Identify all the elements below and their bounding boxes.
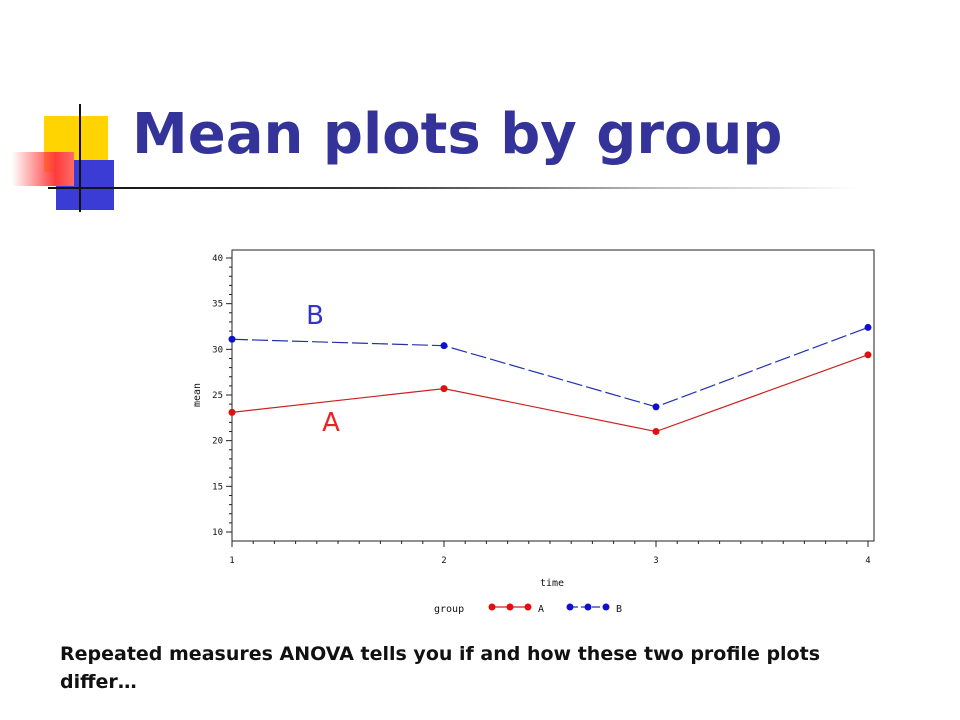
x-tick-label: 4 [865,556,870,566]
data-point-b [440,342,448,350]
plot-frame [231,249,875,542]
legend-marker-a [524,603,532,611]
legend-title: group [434,604,464,615]
data-point-b [228,335,236,343]
logo-red-bar [12,152,74,186]
data-point-a [440,385,448,393]
annotation-a: A [322,408,340,438]
data-point-a [864,351,872,359]
annotation-b: B [306,301,324,331]
legend-label-b: B [616,604,622,615]
legend-marker-b [602,603,610,611]
legend-marker-a [488,603,496,611]
data-point-a [652,428,660,436]
y-tick-label: 30 [212,345,223,355]
series-line-b [231,326,869,408]
title-underline [48,187,860,189]
y-tick-label: 10 [212,528,223,538]
x-tick-label: 2 [441,556,446,566]
legend-marker-b [584,603,592,611]
logo-vertical-line [79,104,81,212]
x-tick-label: 1 [229,556,234,566]
x-axis-label: time [540,578,564,589]
slide-caption: Repeated measures ANOVA tells you if and… [60,643,820,693]
y-tick-label: 15 [212,482,223,492]
y-tick-label: 20 [212,437,223,447]
legend-marker-a [506,603,514,611]
x-tick-label: 3 [653,556,658,566]
data-point-b [652,403,660,411]
series-line-a [231,354,869,433]
y-tick-label: 25 [212,391,223,401]
legend-label-a: A [538,604,544,615]
data-point-a [228,408,236,416]
data-point-b [864,323,872,331]
y-tick-label: 40 [212,254,223,264]
slide-title: Mean plots by group [132,102,783,167]
legend-marker-b [566,603,574,611]
y-tick-label: 35 [212,300,223,310]
y-axis-label: mean [192,383,203,407]
